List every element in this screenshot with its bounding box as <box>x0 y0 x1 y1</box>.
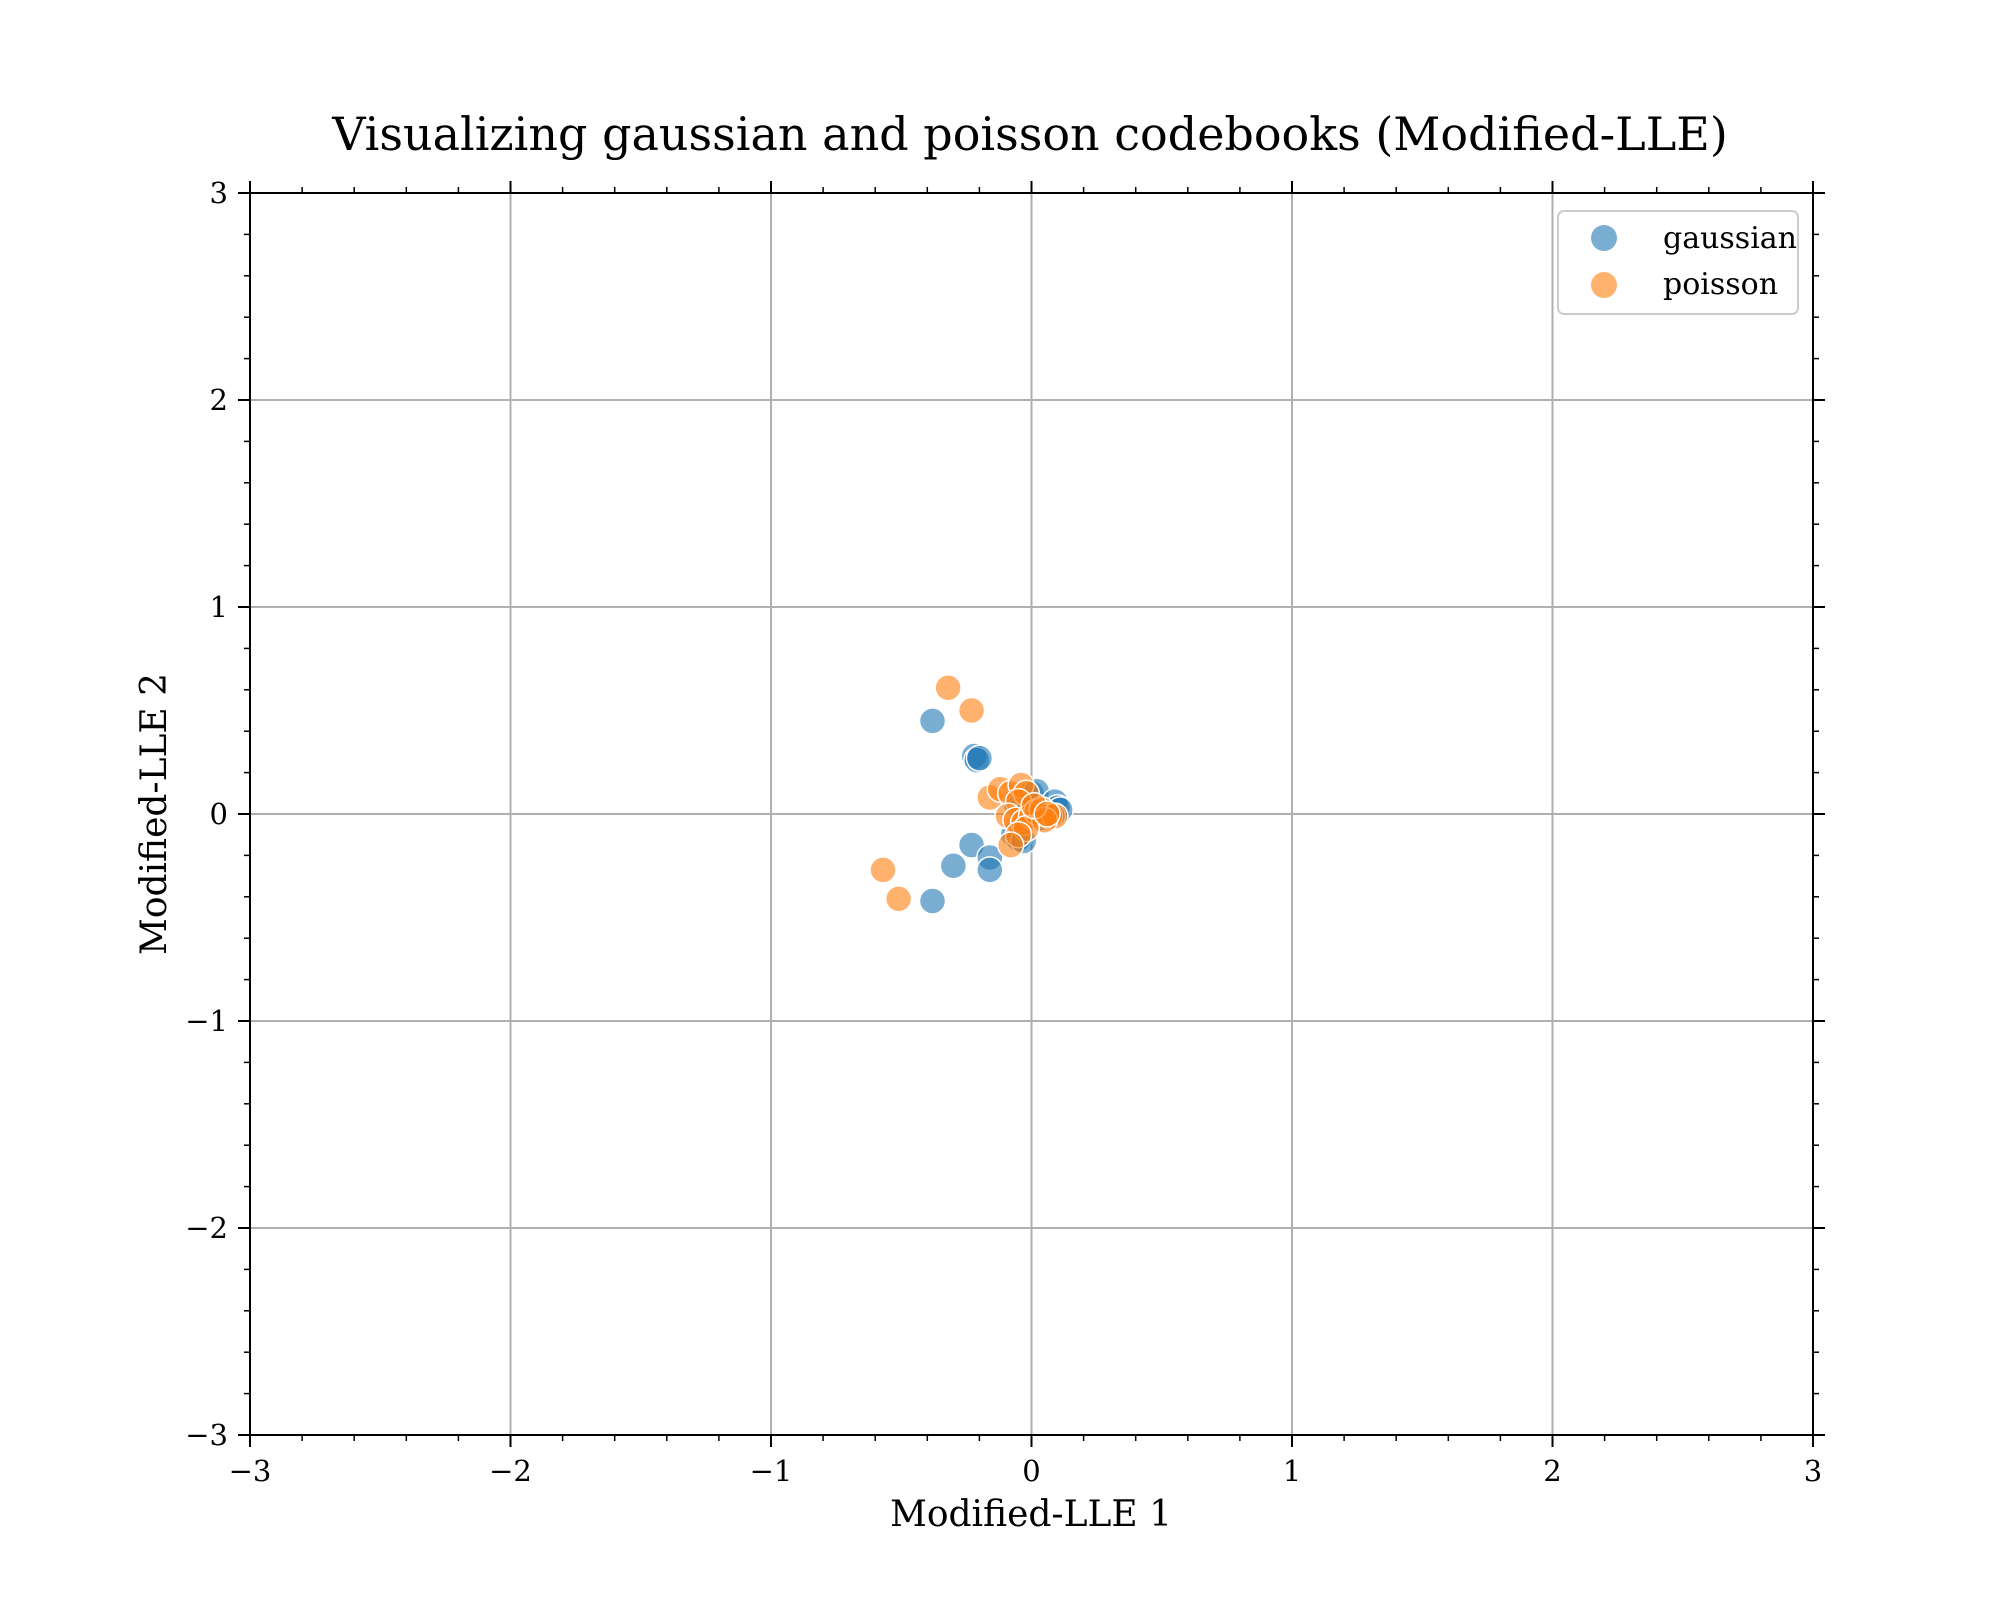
y-tick-label: −1 <box>185 1004 228 1038</box>
y-tick-label: 3 <box>210 176 228 210</box>
data-points <box>869 673 1074 915</box>
legend-marker-poisson <box>1591 272 1617 298</box>
point-gaussian <box>918 707 947 735</box>
legend-marker-gaussian <box>1591 225 1617 251</box>
point-gaussian <box>918 887 947 915</box>
y-axis-label: Modified-LLE 2 <box>134 673 175 955</box>
point-poisson <box>996 831 1025 859</box>
x-tick-label: 1 <box>1283 1454 1301 1488</box>
x-tick-label: −3 <box>229 1454 272 1488</box>
point-gaussian <box>965 744 994 772</box>
point-poisson <box>884 885 913 913</box>
point-gaussian <box>939 852 968 880</box>
legend: gaussian poisson <box>1557 210 1799 315</box>
y-tick-label: −2 <box>185 1211 228 1245</box>
x-axis-label: Modified-LLE 1 <box>890 1494 1172 1535</box>
chart-title: Visualizing gaussian and poisson codeboo… <box>331 107 1728 161</box>
x-tick-label: 2 <box>1543 1454 1561 1488</box>
axis-ticks: −3 −2 −1 0 1 2 3 −3 −2 −1 0 1 2 3 <box>185 176 1825 1488</box>
legend-box <box>1557 210 1799 315</box>
point-poisson <box>1033 800 1061 828</box>
x-tick-label: 0 <box>1022 1454 1040 1488</box>
point-poisson <box>957 696 986 725</box>
point-poisson <box>934 673 962 702</box>
y-tick-label: 1 <box>210 590 228 624</box>
y-tick-label: 0 <box>210 797 228 831</box>
y-tick-label: 2 <box>210 383 228 417</box>
x-tick-label: −1 <box>750 1454 793 1488</box>
point-poisson <box>869 856 897 884</box>
x-tick-label: −2 <box>489 1454 532 1488</box>
legend-label-poisson: poisson <box>1663 267 1778 302</box>
x-tick-label: 3 <box>1804 1454 1822 1488</box>
point-gaussian <box>976 856 1004 884</box>
y-tick-label: −3 <box>185 1418 228 1452</box>
legend-label-gaussian: gaussian <box>1663 221 1797 256</box>
